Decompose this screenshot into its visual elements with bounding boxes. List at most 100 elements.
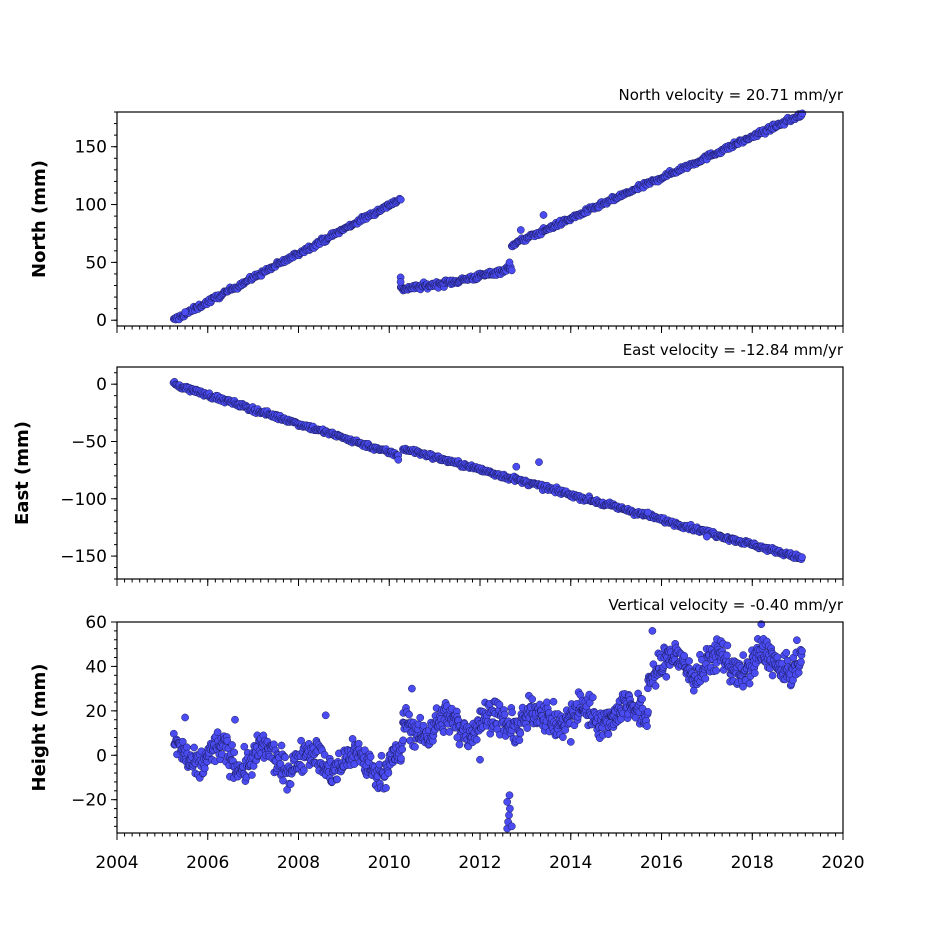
data-point — [680, 651, 689, 660]
north-panel-title: North velocity = 20.71 mm/yr — [619, 86, 844, 104]
data-point — [411, 743, 419, 751]
height-panel: −20 0 20 40 60 2004 2006 2008 2010 2012 2014 2016 20… — [29, 596, 865, 873]
x-tick-label: 2006 — [186, 853, 229, 873]
data-point — [798, 647, 806, 655]
data-point — [750, 669, 759, 677]
data-point — [281, 753, 289, 762]
data-point — [588, 693, 597, 702]
y-tick-label: 150 — [75, 138, 107, 158]
data-point — [648, 627, 657, 635]
data-point — [300, 766, 308, 775]
data-point — [644, 708, 652, 716]
east-panel: 0 −50 −100 −150 East velocity = -12.84 mm/yr… — [12, 341, 844, 586]
data-point — [516, 729, 525, 738]
data-point — [200, 764, 209, 773]
data-point — [723, 651, 731, 660]
data-point — [523, 724, 532, 732]
data-point — [644, 508, 652, 517]
data-point — [333, 775, 341, 784]
data-point — [455, 740, 464, 749]
data-point — [561, 726, 570, 734]
east-panel-title: East velocity = -12.84 mm/yr — [623, 341, 844, 359]
data-point — [505, 811, 513, 820]
y-tick-label: 0 — [96, 375, 107, 395]
data-point — [398, 745, 407, 754]
data-point — [396, 278, 405, 286]
data-point — [279, 776, 287, 785]
data-point — [703, 532, 711, 541]
data-point — [503, 798, 512, 806]
x-tick-label: 2020 — [821, 853, 864, 873]
data-point — [539, 211, 548, 219]
data-point — [286, 780, 295, 789]
data-point — [500, 710, 509, 719]
data-point — [394, 455, 403, 464]
y-tick-label: −20 — [71, 791, 107, 811]
panel-2-points — [169, 620, 806, 833]
data-point — [445, 728, 454, 736]
y-tick-label: −50 — [71, 432, 107, 452]
data-point — [508, 708, 516, 717]
data-point — [662, 672, 671, 681]
data-point — [516, 226, 525, 234]
y-tick-label: 50 — [85, 253, 107, 273]
data-point — [472, 735, 481, 744]
data-point — [712, 666, 721, 675]
data-point — [320, 750, 329, 759]
data-point — [798, 109, 807, 118]
data-point — [506, 804, 514, 813]
data-point — [190, 743, 198, 752]
x-tick-label: 2014 — [549, 853, 592, 873]
data-point — [798, 553, 806, 562]
data-point — [382, 784, 390, 792]
y-tick-label: 100 — [75, 196, 107, 216]
data-point — [566, 738, 575, 746]
data-point — [797, 658, 805, 666]
data-point — [228, 741, 236, 749]
panel-0-points — [169, 109, 807, 324]
height-panel-title: Vertical velocity = -0.40 mm/yr — [608, 596, 843, 614]
data-point — [321, 711, 330, 720]
y-tick-label: −100 — [60, 490, 107, 510]
data-point — [230, 748, 239, 757]
height-ylabel: Height (mm) — [29, 664, 50, 792]
panel-1-points — [169, 377, 806, 564]
data-point — [231, 715, 239, 724]
data-point — [768, 671, 777, 680]
data-point — [689, 686, 698, 695]
data-point — [651, 682, 660, 690]
data-point — [476, 755, 484, 764]
data-point — [782, 648, 791, 657]
x-tick-label: 2012 — [458, 853, 501, 873]
x-tick-label: 2008 — [277, 853, 320, 873]
data-point — [638, 695, 646, 703]
data-point — [397, 754, 405, 763]
data-point — [512, 462, 521, 471]
data-point — [535, 458, 543, 466]
data-point — [604, 730, 613, 739]
data-point — [277, 741, 286, 750]
data-point — [507, 266, 516, 275]
data-point — [384, 769, 393, 777]
data-point — [453, 733, 462, 742]
x-tick-label: 2018 — [731, 853, 774, 873]
data-point — [240, 742, 249, 751]
data-point — [793, 636, 801, 645]
y-tick-label: 60 — [85, 613, 107, 633]
data-point — [495, 700, 504, 709]
data-point — [723, 641, 732, 650]
data-point — [408, 684, 416, 693]
x-tick-label: 2016 — [640, 853, 683, 873]
data-point — [643, 722, 651, 731]
data-point — [528, 695, 537, 704]
data-point — [515, 736, 524, 745]
data-point — [213, 728, 222, 737]
data-point — [507, 822, 516, 831]
data-point — [505, 791, 514, 800]
data-point — [405, 710, 413, 719]
data-point — [248, 771, 256, 779]
data-point — [549, 697, 558, 706]
north-ylabel: North (mm) — [29, 160, 50, 278]
x-tick-label: 2004 — [95, 853, 138, 873]
